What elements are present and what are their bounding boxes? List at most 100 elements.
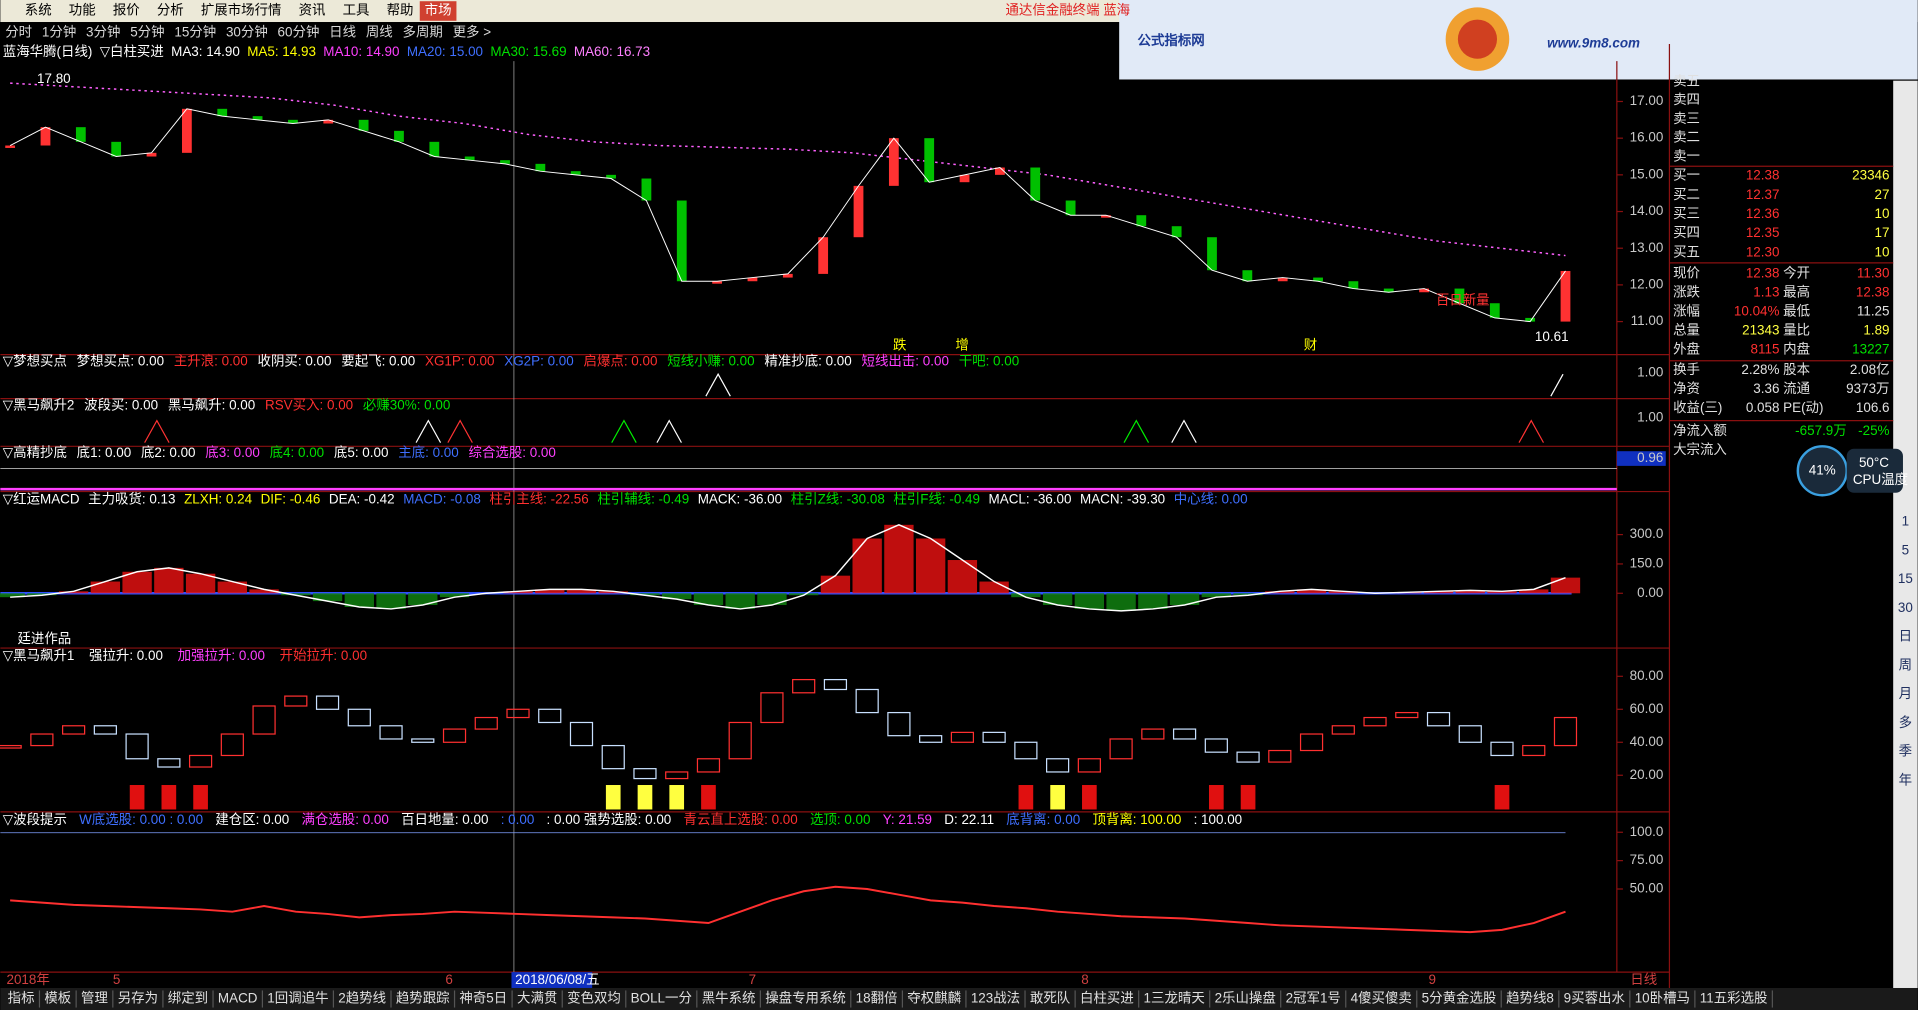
candle	[181, 108, 192, 153]
indicator-tab[interactable]: 大满贯	[517, 991, 557, 1006]
cpu-usage: 41%	[1809, 462, 1836, 477]
period-tab: 日线	[329, 25, 356, 40]
panel-header-item: 梦想买点: 0.00	[77, 353, 164, 368]
signal-bar	[1082, 785, 1097, 810]
bid-label: 买五	[1673, 244, 1700, 259]
horse-box	[506, 708, 530, 719]
indicator-tab[interactable]: 变色双均	[567, 990, 621, 1006]
macd-bar	[1519, 589, 1549, 594]
indicator-tab[interactable]: 2冠军1号	[1286, 991, 1341, 1006]
flow-value: -657.9万	[1795, 423, 1847, 438]
panel-header-item: : 100.00	[1194, 812, 1243, 827]
bid-volume: 27	[1875, 187, 1890, 202]
macd-bar	[90, 581, 121, 594]
quote-label: 量比	[1783, 323, 1810, 338]
indicator-tab[interactable]: 另存为	[118, 991, 158, 1006]
indicator-tab[interactable]: 指标	[8, 991, 35, 1006]
candle	[712, 281, 723, 284]
bid-price: 12.35	[1746, 225, 1780, 240]
horse-box	[474, 716, 498, 730]
macd-bar	[1487, 591, 1517, 594]
macd-bar	[281, 593, 311, 596]
side-tool[interactable]: 1	[1902, 514, 1909, 529]
date-label: 日线	[1630, 972, 1657, 987]
indicator-tab[interactable]: 10卧槽马	[1635, 991, 1690, 1006]
quote-value: 12.38	[1746, 265, 1780, 280]
chart-annotation: 增	[955, 338, 968, 353]
menu-item: 报价	[113, 3, 140, 18]
side-tool[interactable]: 15	[1898, 571, 1913, 586]
side-tool[interactable]: 多	[1899, 714, 1912, 730]
tab-bar	[0, 987, 1918, 1010]
panel-header-item: 满仓选股: 0.00	[301, 812, 388, 827]
indicator-tab[interactable]: 模板	[44, 991, 71, 1006]
indicator-tab[interactable]: 1三龙晴天	[1144, 991, 1205, 1006]
panel-header-item: 青云直上选股: 0.00	[684, 812, 798, 827]
side-tool[interactable]: 周	[1899, 657, 1912, 672]
quote-value: 10.04%	[1734, 304, 1780, 319]
indicator-tab[interactable]: MACD	[218, 991, 258, 1006]
dif-line	[10, 524, 1566, 612]
side-tool[interactable]: 5	[1902, 542, 1909, 557]
close-line	[9, 108, 1566, 323]
main-header-item: ▽白柱买进	[100, 44, 164, 59]
panel-header-item: MACL: -36.00	[989, 492, 1072, 507]
side-tool[interactable]: 日	[1899, 629, 1912, 644]
date-label: 2018/06/08/五	[515, 972, 599, 987]
candle	[853, 185, 864, 238]
panel-header-item: ZLXH: 0.24	[184, 492, 252, 507]
horse-box	[1172, 728, 1197, 740]
side-tool[interactable]: 季	[1899, 744, 1912, 759]
horse-box	[252, 705, 276, 735]
macd-bar	[535, 589, 565, 594]
panel-header-item: ▽高精抄底	[3, 444, 67, 460]
signal-bar	[1050, 785, 1065, 810]
indicator-tab[interactable]: 9买蓉出水	[1564, 991, 1626, 1006]
side-tool[interactable]: 月	[1899, 686, 1912, 701]
axis-highlight	[1616, 451, 1666, 466]
side-tool[interactable]: 30	[1898, 600, 1913, 615]
indicator-tab[interactable]: 操盘专用系统	[765, 990, 846, 1006]
panel-header-item: XG2P: 0.00	[504, 353, 573, 368]
indicator-tab[interactable]: 5分黄金选股	[1422, 991, 1497, 1006]
candle	[570, 171, 581, 175]
indicator-tab[interactable]: 白柱买进	[1080, 991, 1134, 1006]
panel-header-item: 底3: 0.00	[205, 445, 260, 460]
horse-box	[1046, 758, 1070, 773]
candle	[1525, 317, 1536, 322]
banner-url: www.9m8.com	[1547, 36, 1640, 51]
fund-label: PE(动)	[1783, 400, 1823, 415]
candle	[323, 119, 334, 124]
y-tick-label: 50.00	[1630, 881, 1664, 896]
macd-bar	[757, 593, 787, 606]
period-tab: 分时	[5, 25, 32, 40]
indicator-tab[interactable]: 敢死队	[1030, 991, 1071, 1006]
quote-value: 11.25	[1857, 304, 1890, 319]
indicator-tab[interactable]: 123战法	[971, 991, 1020, 1006]
indicator-tab[interactable]: 2趋势线	[338, 991, 386, 1006]
indicator-tab[interactable]: 夺权麒麟	[907, 990, 961, 1006]
indicator-tab[interactable]: 趋势线8	[1506, 991, 1554, 1006]
side-tool[interactable]: 年	[1899, 772, 1912, 787]
macd-bar	[0, 593, 25, 598]
horse-box	[315, 695, 340, 710]
indicator-tab[interactable]: 绑定到	[168, 991, 208, 1006]
indicator-tab[interactable]: 4傻买傻卖	[1351, 991, 1412, 1006]
candle	[500, 160, 510, 164]
indicator-tab[interactable]: 2乐山操盘	[1215, 990, 1276, 1006]
indicator-tab[interactable]: 黑牛系统	[702, 991, 756, 1006]
indicator-tab[interactable]: BOLL一分	[631, 991, 692, 1006]
macd-bar	[1106, 593, 1136, 611]
banner-logo-inner	[1457, 19, 1498, 59]
period-tab: 更多 >	[453, 24, 492, 40]
indicator-tab[interactable]: 11五彩选股	[1700, 991, 1768, 1006]
signal-triangles	[0, 372, 1617, 491]
indicator-tab[interactable]: 管理	[81, 991, 108, 1006]
panel-header-item: MACN: -39.30	[1080, 492, 1165, 507]
indicator-tab[interactable]: 1回调追牛	[267, 991, 328, 1006]
indicator-tab[interactable]: 趋势跟踪	[396, 991, 450, 1006]
indicator-tab[interactable]: 18翻倍	[856, 991, 898, 1006]
macd-bar	[312, 593, 343, 602]
horse-box	[569, 721, 594, 747]
indicator-tab[interactable]: 神奇5日	[459, 990, 507, 1006]
